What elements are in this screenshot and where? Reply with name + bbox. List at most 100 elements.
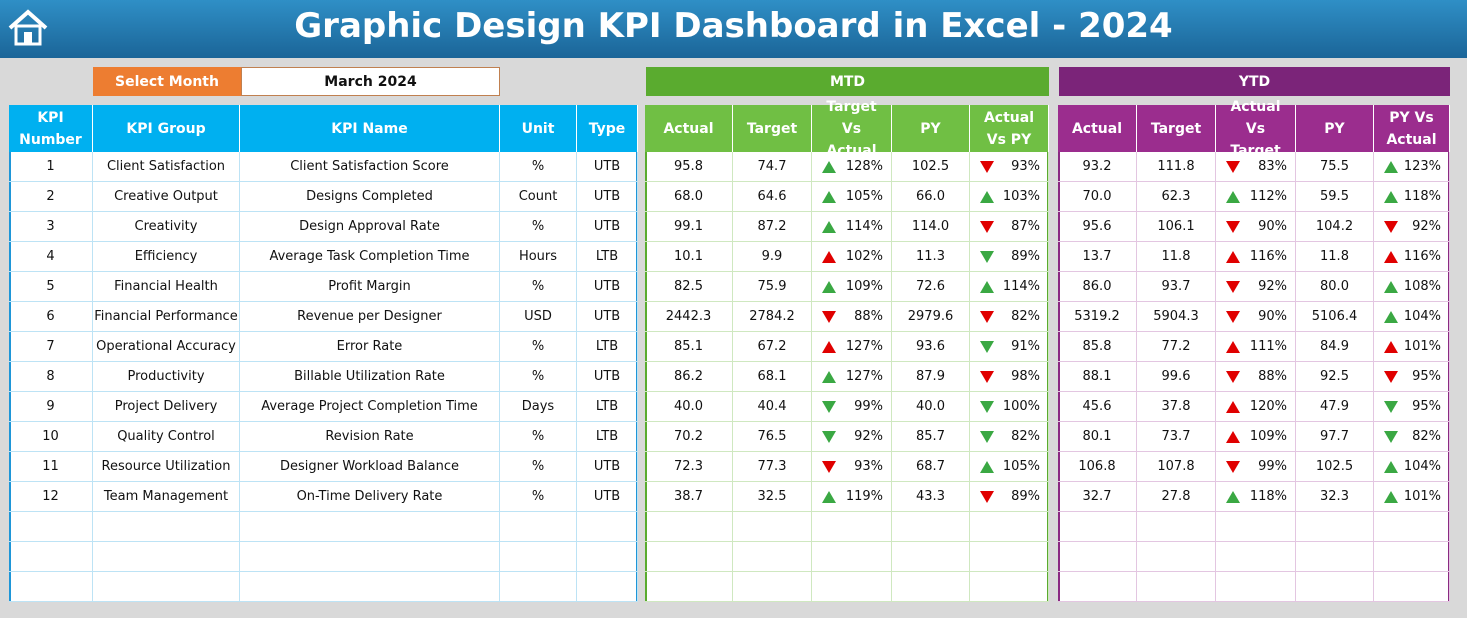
month-select[interactable]: March 2024 [241,67,500,96]
column-header: KPI Number [9,105,93,152]
table-cell: % [500,212,577,242]
arrow-up [1384,190,1398,203]
table-cell: 89% [970,482,1049,512]
arrow-shape [822,400,836,413]
table-cell: 95% [1374,392,1450,422]
column-header: Actual [1058,105,1137,152]
table-cell: 127% [812,332,892,362]
percent-value: 95% [1412,369,1441,384]
table-cell [645,542,733,572]
arrow-down [1384,220,1398,233]
table-cell: Resource Utilization [93,452,240,482]
table-cell: 5106.4 [1296,302,1374,332]
arrow-shape [1384,340,1398,353]
arrow-down [980,370,994,383]
table-cell: 77.2 [1137,332,1216,362]
table-cell: 104.2 [1296,212,1374,242]
arrow-shape [980,190,994,203]
table-cell: 67.2 [733,332,812,362]
arrow-up [980,280,994,293]
arrow-shape [1384,460,1398,473]
table-cell: USD [500,302,577,332]
arrow-shape [1226,190,1240,203]
table-cell: 40.0 [892,392,970,422]
arrow-down [1226,160,1240,173]
arrow-shape [1384,250,1398,263]
table-cell: 32.7 [1058,482,1137,512]
home-icon[interactable] [6,8,50,48]
table-cell: On-Time Delivery Rate [240,482,500,512]
table-cell: 127% [812,362,892,392]
table-cell [812,542,892,572]
table-cell: Billable Utilization Rate [240,362,500,392]
arrow-down [1226,370,1240,383]
percent-value: 92% [854,429,883,444]
table-cell: 118% [1216,482,1296,512]
table-cell: Project Delivery [93,392,240,422]
table-cell: Designs Completed [240,182,500,212]
table-cell [577,512,638,542]
arrow-down [980,250,994,263]
arrow-down [1226,310,1240,323]
percent-value: 112% [1249,189,1287,204]
table-cell: Hours [500,242,577,272]
table-cell: 38.7 [645,482,733,512]
table-cell: 27.8 [1137,482,1216,512]
table-cell: 109% [1216,422,1296,452]
table-cell: 11.8 [1296,242,1374,272]
table-cell: 93% [812,452,892,482]
table-cell [892,512,970,542]
arrow-down [980,340,994,353]
table-cell: Count [500,182,577,212]
arrow-shape [822,160,836,173]
arrow-shape [980,490,994,503]
table-cell: 107.8 [1137,452,1216,482]
table-cell: 80.1 [1058,422,1137,452]
arrow-down [980,220,994,233]
table-cell: 92% [1374,212,1450,242]
table-cell: 11.8 [1137,242,1216,272]
column-header: Actual [645,105,733,152]
arrow-up [1384,250,1398,263]
table-cell: 85.1 [645,332,733,362]
table-cell: 102.5 [1296,452,1374,482]
percent-value: 109% [1249,429,1287,444]
arrow-shape [1226,220,1240,233]
arrow-up [1226,340,1240,353]
percent-value: 116% [1403,249,1441,264]
table-cell: 101% [1374,482,1450,512]
arrow-shape [1226,370,1240,383]
arrow-shape [980,280,994,293]
percent-value: 82% [1412,429,1441,444]
arrow-up [822,490,836,503]
arrow-down [980,430,994,443]
percent-value: 93% [854,459,883,474]
ytd-label: YTD [1059,67,1450,96]
table-cell [93,512,240,542]
table-cell: 5904.3 [1137,302,1216,332]
arrow-shape [1226,430,1240,443]
table-cell: 10.1 [645,242,733,272]
arrow-shape [1226,280,1240,293]
table-cell: 68.0 [645,182,733,212]
arrow-shape [822,340,836,353]
column-header: Type [577,105,638,152]
table-cell: 99.1 [645,212,733,242]
percent-value: 100% [1002,399,1040,414]
table-cell: 87.2 [733,212,812,242]
percent-value: 88% [854,309,883,324]
table-cell: 105% [970,452,1049,482]
table-cell [500,512,577,542]
table-cell: 86.0 [1058,272,1137,302]
table-cell: 93.7 [1137,272,1216,302]
percent-value: 98% [1011,369,1040,384]
table-cell: 5 [9,272,93,302]
table-cell: 13.7 [1058,242,1137,272]
table-cell: 45.6 [1058,392,1137,422]
percent-value: 127% [845,339,883,354]
table-cell: 5319.2 [1058,302,1137,332]
table-cell: 47.9 [1296,392,1374,422]
percent-value: 93% [1011,159,1040,174]
arrow-up [822,340,836,353]
table-cell: 85.7 [892,422,970,452]
